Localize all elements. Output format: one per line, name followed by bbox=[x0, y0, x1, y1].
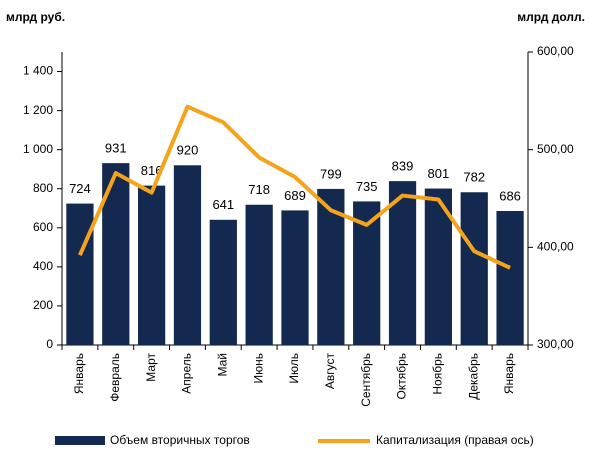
bar bbox=[173, 165, 202, 345]
bar bbox=[460, 192, 488, 345]
y-tick-label: 1 400 bbox=[23, 64, 53, 78]
x-tick-label: Январь bbox=[72, 353, 86, 394]
y-tick-label: 400 bbox=[33, 259, 53, 273]
data-label: 799 bbox=[320, 166, 342, 181]
x-tick-label: Май bbox=[215, 353, 229, 377]
x-tick-label: Декабрь bbox=[466, 353, 480, 400]
data-label: 689 bbox=[284, 188, 306, 203]
bar bbox=[66, 203, 94, 345]
x-tick-label: Сентябрь bbox=[359, 353, 373, 407]
data-label: 735 bbox=[356, 179, 378, 194]
y2-axis-unit: млрд долл. bbox=[517, 10, 585, 24]
data-label: 686 bbox=[499, 188, 521, 203]
data-label: 724 bbox=[69, 181, 91, 196]
x-tick-label: Апрель bbox=[180, 353, 194, 394]
data-label: 782 bbox=[463, 170, 485, 185]
y2-tick-label: 500,00 bbox=[537, 142, 574, 156]
x-tick-label: Ноябрь bbox=[431, 353, 445, 395]
x-tick-label: Октябрь bbox=[395, 353, 409, 400]
bar bbox=[137, 185, 166, 345]
y-axis-unit: млрд руб. bbox=[6, 10, 65, 24]
x-tick-label: Июль bbox=[287, 353, 301, 384]
bar bbox=[388, 181, 417, 345]
y-tick-label: 1 200 bbox=[23, 103, 53, 117]
bar bbox=[209, 219, 237, 345]
y-tick-label: 0 bbox=[46, 337, 53, 351]
line bbox=[78, 104, 511, 270]
y-tick-label: 200 bbox=[33, 298, 53, 312]
x-tick-label: Август bbox=[323, 353, 337, 390]
y-tick-label: 800 bbox=[33, 181, 53, 195]
y-tick-label: 1 000 bbox=[23, 142, 53, 156]
data-label: 839 bbox=[392, 159, 414, 174]
data-label: 920 bbox=[177, 143, 199, 158]
y-tick-label: 600 bbox=[33, 220, 53, 234]
x-tick-label: Февраль bbox=[108, 353, 122, 402]
legend-label: Капитализация (правая ось) bbox=[376, 433, 534, 447]
y2-tick-label: 600,00 bbox=[537, 44, 574, 58]
data-label: 641 bbox=[212, 197, 234, 212]
legend-label: Объем вторичных торгов bbox=[110, 433, 250, 447]
data-label: 801 bbox=[428, 166, 450, 181]
data-label: 931 bbox=[105, 141, 127, 156]
bar bbox=[496, 211, 524, 345]
data-label: 718 bbox=[248, 182, 270, 197]
x-tick-label: Июнь bbox=[251, 353, 265, 384]
bar bbox=[281, 210, 309, 345]
bar bbox=[245, 204, 273, 345]
x-tick-label: Март bbox=[144, 353, 158, 382]
y2-tick-label: 300,00 bbox=[537, 337, 574, 351]
x-tick-label: Январь bbox=[502, 353, 516, 394]
data-label: 816 bbox=[141, 163, 163, 178]
legend-swatch bbox=[55, 436, 105, 445]
y2-tick-label: 400,00 bbox=[537, 240, 574, 254]
